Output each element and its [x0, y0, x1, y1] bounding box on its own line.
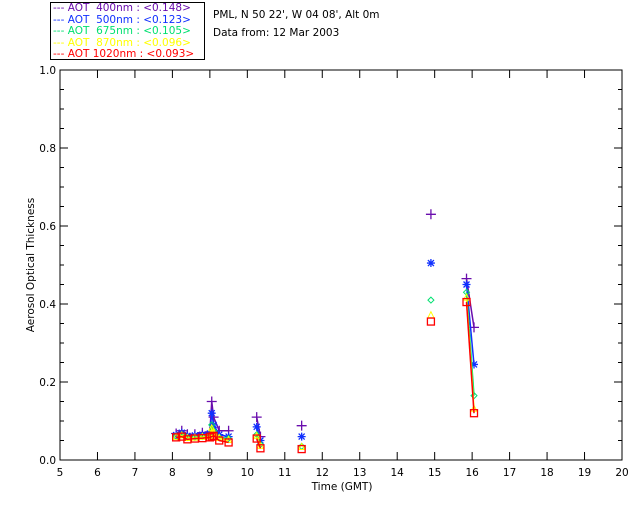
site-label: PML, N 50 22', W 04 08', Alt 0m [213, 9, 380, 21]
data-point-square [469, 409, 479, 418]
series-line [465, 284, 475, 365]
legend-item: --- AOT 675nm : <0.105> [53, 25, 191, 37]
legend-item: --- AOT 1020nm : <0.093> [53, 48, 195, 60]
data-point-plus [251, 412, 262, 423]
x-tick-label: 6 [94, 467, 101, 479]
data-point-star [297, 432, 306, 441]
y-tick-label: 1.0 [39, 65, 56, 77]
x-tick-label: 12 [316, 467, 329, 479]
data-point-plus [296, 420, 307, 431]
x-tick-label: 20 [615, 467, 628, 479]
y-axis-label: Aerosol Optical Thickness [25, 198, 37, 332]
data-point-star [207, 409, 216, 418]
plot-frame [59, 69, 623, 461]
y-tick-label: 0.2 [39, 377, 56, 389]
data-point-plus [425, 209, 436, 220]
date-label: Data from: 12 Mar 2003 [213, 27, 340, 39]
data-point-square [297, 444, 306, 454]
data-point-square [171, 433, 181, 442]
x-tick-label: 17 [503, 467, 516, 479]
legend-item: --- AOT 500nm : <0.123> [53, 13, 191, 26]
data-point-star [252, 422, 261, 431]
data-point-triangle [207, 423, 216, 432]
data-point-square [462, 297, 471, 307]
x-tick-label: 11 [278, 467, 291, 479]
x-tick-label: 19 [578, 467, 591, 479]
data-point-triangle [462, 293, 471, 301]
data-point-star [470, 360, 479, 369]
x-tick-label: 9 [207, 467, 214, 479]
x-axis-label: Time (GMT) [311, 481, 373, 493]
x-tick-label: 10 [241, 467, 254, 479]
data-point-triangle [297, 442, 306, 451]
legend-item: --- AOT 870nm : <0.096> [53, 36, 191, 49]
y-tick-label: 0.4 [39, 299, 56, 311]
x-tick-label: 15 [428, 467, 441, 479]
data-point-square [177, 432, 186, 441]
series-line [255, 438, 262, 449]
data-point-square [256, 444, 265, 453]
y-tick-label: 0.0 [39, 455, 56, 467]
x-tick-label: 16 [465, 467, 479, 479]
data-point-square [426, 317, 436, 326]
x-tick-label: 14 [391, 467, 405, 479]
data-point-square [209, 431, 218, 440]
x-tick-label: 18 [540, 467, 553, 479]
data-point-plus [206, 396, 217, 407]
data-point-triangle [191, 433, 199, 441]
data-point-triangle [427, 310, 435, 319]
data-point-star [462, 280, 471, 289]
data-point-diamond [427, 296, 435, 304]
x-tick-label: 13 [353, 467, 366, 479]
data-point-square [252, 434, 261, 443]
data-point-star [209, 420, 218, 429]
station-info: PML, N 50 22', W 04 08', Alt 0m Data fro… [213, 6, 380, 42]
data-point-diamond [224, 434, 233, 443]
data-point-diamond [462, 288, 471, 297]
data-point-square [224, 438, 233, 447]
data-point-triangle [198, 432, 207, 440]
y-tick-label: 0.6 [39, 221, 56, 233]
legend-item: --- AOT 400nm : <0.148> [53, 2, 191, 14]
x-tick-label: 8 [169, 467, 176, 479]
y-tick-label: 0.8 [39, 143, 56, 155]
data-point-square [215, 436, 224, 445]
x-tick-label: 7 [132, 467, 139, 479]
data-point-star [172, 431, 181, 440]
series-line [465, 301, 475, 414]
data-point-star [426, 259, 435, 268]
legend: --- AOT 400nm : <0.148> --- AOT 500nm : … [50, 2, 205, 60]
x-tick-label: 5 [57, 467, 64, 479]
